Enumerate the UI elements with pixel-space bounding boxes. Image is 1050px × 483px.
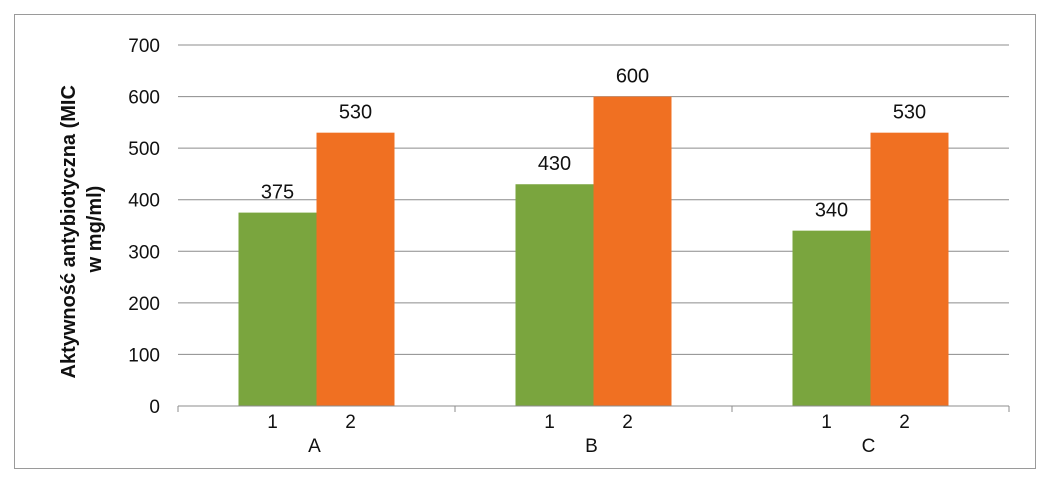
y-tick-label: 400 bbox=[128, 191, 160, 212]
x-subcategory-label: 2 bbox=[622, 412, 633, 433]
data-label: 530 bbox=[339, 102, 372, 124]
bar-B-2 bbox=[593, 96, 672, 407]
data-labels: 375 530 430 600 340 530 bbox=[261, 66, 926, 222]
bar-A-2 bbox=[316, 132, 395, 406]
data-label: 530 bbox=[893, 102, 926, 124]
y-tick-label: 0 bbox=[149, 397, 160, 418]
x-subcategory-label: 1 bbox=[267, 412, 278, 433]
y-tick-label: 700 bbox=[128, 36, 160, 57]
bar-chart: 0 100 200 300 400 500 600 700 375 530 430 600 340 53… bbox=[58, 36, 1010, 457]
y-tick-label: 600 bbox=[128, 88, 160, 109]
x-subcategory-label: 2 bbox=[899, 412, 910, 433]
y-axis-title-line-1: Aktywność antybiotyczna (MIC bbox=[58, 85, 80, 378]
y-axis-ticks: 0 100 200 300 400 500 600 700 bbox=[128, 36, 160, 418]
y-tick-label: 300 bbox=[128, 242, 160, 263]
bar-A-1 bbox=[238, 212, 317, 406]
x-group-label: C bbox=[862, 436, 876, 457]
y-axis-title-line-2: w mg/ml) bbox=[84, 186, 106, 274]
data-label: 600 bbox=[616, 66, 649, 88]
y-tick-label: 500 bbox=[128, 139, 160, 160]
x-axis: 1 2 A 1 2 B 1 2 C bbox=[177, 405, 1010, 457]
x-group-label: A bbox=[308, 436, 321, 457]
bar-C-1 bbox=[792, 230, 871, 406]
y-axis-title: Aktywność antybiotyczna (MIC w mg/ml) bbox=[58, 80, 106, 379]
data-label: 375 bbox=[261, 182, 294, 204]
y-tick-label: 200 bbox=[128, 294, 160, 315]
bar-C-2 bbox=[870, 132, 949, 406]
bars bbox=[238, 96, 949, 407]
y-tick-label: 100 bbox=[128, 345, 160, 366]
x-group-label: B bbox=[585, 436, 598, 457]
x-subcategory-label: 1 bbox=[821, 412, 832, 433]
chart-frame: 0 100 200 300 400 500 600 700 375 530 430 600 340 53… bbox=[14, 14, 1036, 469]
bar-B-1 bbox=[515, 184, 594, 406]
x-subcategory-label: 1 bbox=[544, 412, 555, 433]
x-subcategory-label: 2 bbox=[345, 412, 356, 433]
data-label: 430 bbox=[538, 153, 571, 175]
data-label: 340 bbox=[815, 200, 848, 222]
